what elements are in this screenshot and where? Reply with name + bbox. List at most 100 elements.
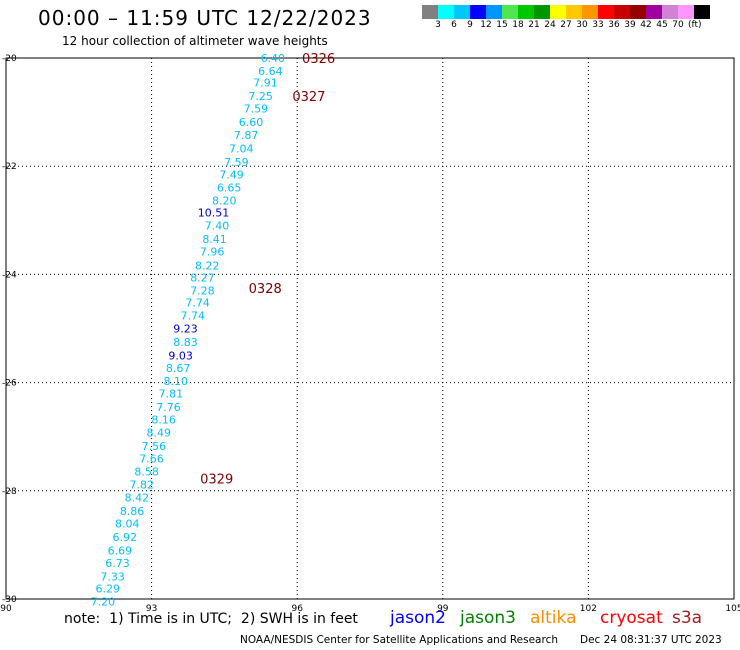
x-tick-label: 93 <box>146 604 157 614</box>
wave-height-label: 8.83 <box>173 336 198 349</box>
y-tick-label: -24 <box>2 270 17 280</box>
legend-label: 45 <box>656 20 668 30</box>
wave-height-label: 8.20 <box>212 194 237 207</box>
wave-height-label: 6.92 <box>113 531 138 544</box>
legend-swatch <box>614 5 630 19</box>
y-tick-label: -28 <box>2 487 17 497</box>
time-label: 0326 <box>302 52 335 67</box>
wave-height-label: 7.33 <box>100 570 125 583</box>
wave-height-label: 7.91 <box>253 76 278 89</box>
wave-height-label: 8.58 <box>134 465 159 478</box>
legend-swatch <box>454 5 470 19</box>
wave-height-label: 7.74 <box>185 297 210 310</box>
wave-height-label: 6.73 <box>105 557 130 570</box>
wave-height-label: 7.59 <box>244 102 269 115</box>
legend-label: 39 <box>624 20 636 30</box>
wave-height-label: 8.42 <box>125 491 150 504</box>
legend-label: 24 <box>544 20 556 30</box>
legend-label: 3 <box>435 20 441 30</box>
legend-swatch <box>662 5 678 19</box>
wave-height-label: 7.49 <box>219 168 244 181</box>
legend-swatch <box>566 5 582 19</box>
wave-height-label: 8.86 <box>120 505 145 518</box>
x-tick-label: 99 <box>437 604 449 614</box>
y-tick-label: -20 <box>2 54 17 64</box>
plot-frame <box>5 57 735 600</box>
wave-height-label: 8.49 <box>147 426 172 439</box>
legend-label: 12 <box>480 20 492 30</box>
legend-swatch <box>422 5 438 19</box>
wave-height-label: 6.40 <box>261 52 286 65</box>
legend-swatch <box>582 5 598 19</box>
legend-swatch <box>598 5 614 19</box>
wave-height-label: 6.65 <box>217 181 242 194</box>
chart-title: 00:00 – 11:59 UTC 12/22/2023 <box>38 6 372 30</box>
wave-height-label: 7.81 <box>159 387 184 400</box>
satellite-jason3: jason3 <box>460 608 516 628</box>
wave-height-label: 7.59 <box>224 156 249 169</box>
wave-height-label: 7.96 <box>200 246 225 259</box>
wave-height-label: 7.87 <box>234 129 259 142</box>
legend-swatch <box>694 5 710 19</box>
x-tick-label: 96 <box>291 604 303 614</box>
legend-swatches <box>422 5 710 19</box>
legend-label: 33 <box>592 20 604 30</box>
time-label: 0328 <box>249 282 282 297</box>
footer-timestamp: Dec 24 08:31:37 UTC 2023 <box>580 634 722 646</box>
satellite-cryosat: cryosat <box>600 608 663 628</box>
wave-height-label: 7.74 <box>180 310 205 323</box>
legend-unit: (ft) <box>688 20 702 30</box>
legend-label: 15 <box>496 20 508 30</box>
time-label: 0329 <box>200 472 233 487</box>
legend-label: 18 <box>512 20 524 30</box>
legend-label: 36 <box>608 20 620 30</box>
y-tick-label: -30 <box>2 595 17 605</box>
wave-height-label: 10.51 <box>198 207 230 220</box>
wave-height-label: 6.69 <box>108 544 133 557</box>
y-tick-label: -26 <box>2 379 17 389</box>
wave-height-label: 9.23 <box>173 323 198 336</box>
legend-swatch <box>534 5 550 19</box>
time-label: 0327 <box>292 90 325 105</box>
wave-height-label: 7.28 <box>190 285 215 298</box>
wave-height-label: 7.82 <box>130 478 155 491</box>
legend-labels: 3 6 9 12 15 18 21 24 27 30 33 36 39 42 45 70 (ft) <box>422 20 710 30</box>
legend-label: 27 <box>560 20 572 30</box>
legend-swatch <box>678 5 694 19</box>
wave-height-label: 9.03 <box>168 350 193 363</box>
legend-swatch <box>438 5 454 19</box>
x-tick-label: 102 <box>580 604 597 614</box>
wave-height-label: 6.64 <box>258 65 283 78</box>
legend-swatch <box>518 5 534 19</box>
x-tick-label: 105 <box>725 604 740 614</box>
wave-height-label: 8.16 <box>151 413 176 426</box>
legend-swatch <box>646 5 662 19</box>
satellite-altika: altika <box>530 608 577 628</box>
wave-height-label: 7.20 <box>91 596 116 609</box>
wave-height-label: 7.04 <box>229 142 254 155</box>
wave-height-label: 8.22 <box>195 260 220 273</box>
x-tick-label: 90 <box>0 604 12 614</box>
y-tick-label: -22 <box>2 162 17 172</box>
legend-label: 70 <box>672 20 684 30</box>
color-legend: 3 6 9 12 15 18 21 24 27 30 33 36 39 42 45 70 (ft) <box>422 5 710 30</box>
satellite-jason2: jason2 <box>390 608 446 628</box>
legend-label: 6 <box>451 20 457 30</box>
wave-height-label: 7.76 <box>156 401 181 414</box>
legend-label: 9 <box>467 20 473 30</box>
legend-swatch <box>502 5 518 19</box>
satellite-s3a: s3a <box>672 608 703 628</box>
wave-height-label: 7.66 <box>139 452 164 465</box>
wave-height-label: 8.10 <box>164 375 189 388</box>
wave-height-label: 8.67 <box>166 362 191 375</box>
legend-label: 30 <box>576 20 588 30</box>
legend-swatch <box>550 5 566 19</box>
wave-height-label: 7.56 <box>142 440 167 453</box>
wave-height-label: 8.04 <box>115 517 140 530</box>
wave-height-label: 8.27 <box>190 272 215 285</box>
legend-swatch <box>470 5 486 19</box>
footer-note: note: 1) Time is in UTC; 2) SWH is in fe… <box>64 611 358 627</box>
wave-height-label: 8.41 <box>202 233 227 246</box>
chart-subtitle: 12 hour collection of altimeter wave hei… <box>62 34 328 48</box>
